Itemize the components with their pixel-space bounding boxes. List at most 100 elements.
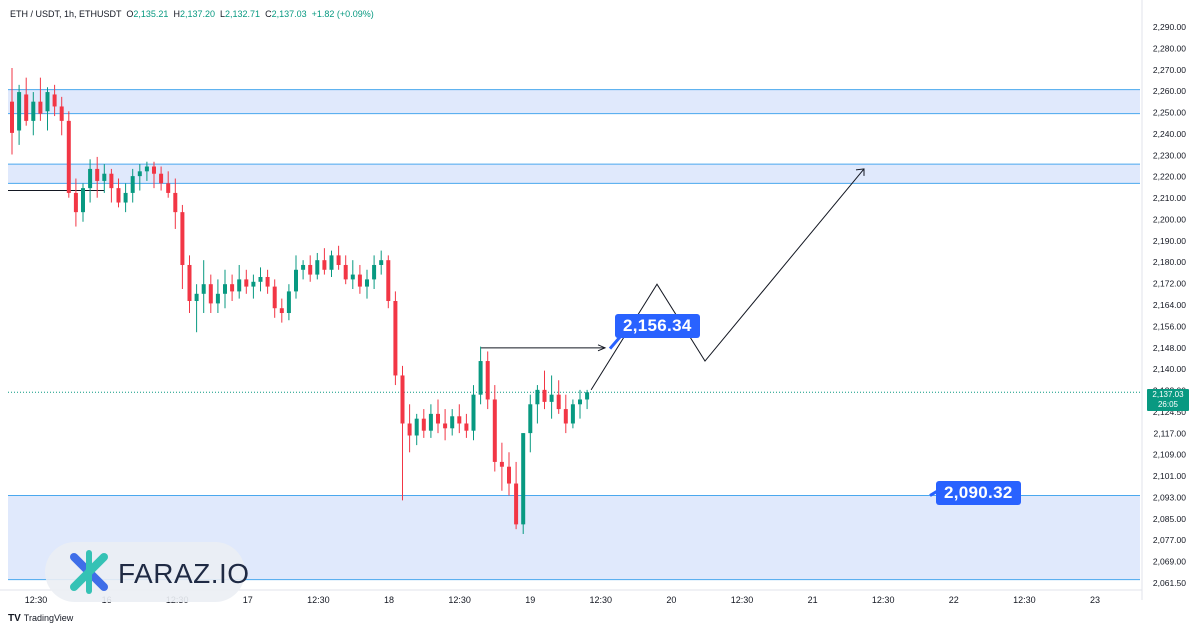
candle-body	[272, 286, 277, 309]
candle-body	[45, 92, 50, 112]
y-tick-label: 2,140.00	[1153, 364, 1186, 374]
y-tick-label: 2,280.00	[1153, 43, 1186, 53]
open-value: 2,135.21	[133, 9, 169, 19]
candle-body	[230, 284, 235, 292]
candle-body	[407, 423, 412, 436]
y-tick-label: 2,250.00	[1153, 108, 1186, 118]
candle-body	[357, 274, 362, 287]
x-tick-label: 20	[666, 595, 676, 605]
candle-body	[485, 361, 490, 400]
target-price-label: 2,156.34	[615, 314, 700, 338]
brand-name: FARAZ.IO	[118, 558, 250, 589]
candle-body	[549, 394, 554, 402]
candle-body	[265, 276, 270, 287]
candle-body	[81, 188, 85, 213]
candle-body	[159, 173, 164, 184]
candle-body	[421, 418, 426, 431]
projection-path	[590, 168, 865, 391]
candle-body	[31, 101, 36, 121]
high-value: 2,137.20	[179, 9, 215, 19]
candle-body	[514, 483, 519, 525]
candle-body	[208, 284, 213, 304]
y-tick-label: 2,069.00	[1153, 557, 1186, 567]
candle-body	[194, 293, 199, 302]
candle-body	[393, 301, 398, 376]
low-value: 2,132.71	[225, 9, 261, 19]
y-tick-label: 2,093.00	[1153, 492, 1186, 502]
candle-body	[372, 264, 377, 280]
candle-body	[414, 418, 419, 436]
candle-body	[38, 101, 43, 114]
zone-2	[8, 164, 1140, 184]
candle-body	[492, 399, 497, 462]
target-arrowhead	[597, 344, 607, 352]
x-tick-label: 12:30	[448, 595, 471, 605]
candle-body	[457, 416, 462, 424]
y-tick-label: 2,240.00	[1153, 129, 1186, 139]
faraz-logo-icon	[70, 550, 108, 594]
candle-body	[166, 183, 171, 193]
candle-body	[350, 274, 355, 280]
y-tick-label: 2,164.00	[1153, 300, 1186, 310]
candle-body	[52, 94, 57, 107]
candle-body	[223, 284, 227, 294]
x-tick-label: 12:30	[1013, 595, 1036, 605]
candle-body	[308, 264, 313, 275]
candle-body	[173, 192, 178, 213]
candle-body	[187, 264, 192, 302]
candle-body	[478, 361, 483, 395]
candle-body	[24, 94, 29, 121]
candle-body	[436, 413, 440, 424]
candle-body	[251, 281, 256, 287]
candlesticks	[10, 68, 590, 534]
candle-body	[535, 389, 540, 405]
candle-body	[507, 466, 511, 484]
candle-body	[244, 279, 249, 287]
target-label-pointer	[608, 336, 622, 350]
tradingview-name: TradingView	[23, 613, 74, 623]
y-tick-label: 2,156.00	[1153, 321, 1186, 331]
y-tick-label: 2,109.00	[1153, 450, 1186, 460]
candle-body	[443, 423, 448, 429]
candle-body	[294, 269, 298, 292]
candle-body	[528, 404, 533, 434]
y-tick-label: 2,270.00	[1153, 65, 1186, 75]
candle-body	[499, 461, 504, 467]
candle-body	[102, 173, 107, 181]
candle-body	[336, 255, 341, 265]
symbol-info: ETH / USDT, 1h, ETHUSDT O2,135.21 H2,137…	[10, 9, 374, 19]
candle-body	[585, 392, 590, 400]
price-axis: 2,290.00 2,280.00 2,270.00 2,260.00 2,250.00…	[1141, 0, 1187, 600]
candle-body	[10, 101, 14, 133]
candle-body	[329, 255, 334, 270]
candle-body	[201, 284, 206, 294]
annotation-lines	[8, 168, 1140, 497]
close-value: 2,137.03	[271, 9, 307, 19]
x-tick-label: 19	[525, 595, 535, 605]
candle-body	[542, 389, 547, 402]
supply-demand-zones	[8, 89, 1140, 581]
y-tick-label: 2,172.00	[1153, 279, 1186, 289]
candle-body	[464, 423, 469, 431]
candle-body	[471, 394, 476, 431]
candle-body	[95, 168, 100, 181]
x-tick-label: 22	[949, 595, 959, 605]
candle-body	[109, 173, 114, 189]
y-tick-label: 2,061.50	[1153, 578, 1186, 588]
candle-body	[365, 279, 369, 287]
candle-body	[286, 291, 291, 314]
y-tick-label: 2,077.00	[1153, 535, 1186, 545]
candle-body	[279, 308, 284, 314]
x-tick-label: 18	[384, 595, 394, 605]
x-tick-label: 12:30	[872, 595, 895, 605]
candle-body	[215, 293, 220, 304]
y-tick-label: 2,117.00	[1154, 428, 1187, 438]
candle-countdown: 26:05	[1157, 400, 1179, 409]
current-price-tag: 2,137.03 26:05	[1147, 389, 1189, 411]
y-tick-label: 2,085.00	[1153, 514, 1186, 524]
candle-body	[152, 166, 156, 174]
candle-body	[144, 166, 149, 172]
y-tick-label: 2,230.00	[1153, 150, 1186, 160]
x-tick-label: 23	[1090, 595, 1100, 605]
